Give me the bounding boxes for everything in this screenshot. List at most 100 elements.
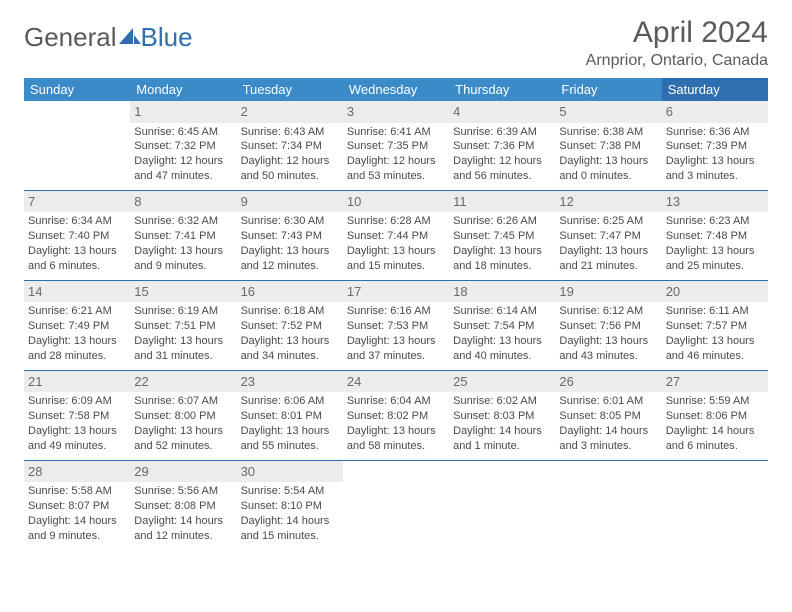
day-cell: 10Sunrise: 6:28 AMSunset: 7:44 PMDayligh… [343, 190, 449, 280]
day-cell: 25Sunrise: 6:02 AMSunset: 8:03 PMDayligh… [449, 370, 555, 460]
day-number: 14 [24, 281, 130, 303]
daylight-text: Daylight: 13 hours and 12 minutes. [241, 244, 339, 274]
day-cell: 2Sunrise: 6:43 AMSunset: 7:34 PMDaylight… [237, 101, 343, 190]
sunset-text: Sunset: 7:47 PM [559, 229, 657, 244]
week-row: 1Sunrise: 6:45 AMSunset: 7:32 PMDaylight… [24, 101, 768, 190]
logo-sail-icon [119, 22, 141, 53]
sunrise-text: Sunrise: 6:18 AM [241, 304, 339, 319]
daylight-text: Daylight: 12 hours and 56 minutes. [453, 154, 551, 184]
day-number: 24 [343, 371, 449, 393]
sunrise-text: Sunrise: 6:21 AM [28, 304, 126, 319]
day-cell: 22Sunrise: 6:07 AMSunset: 8:00 PMDayligh… [130, 370, 236, 460]
daylight-text: Daylight: 13 hours and 6 minutes. [28, 244, 126, 274]
daylight-text: Daylight: 13 hours and 15 minutes. [347, 244, 445, 274]
week-row: 21Sunrise: 6:09 AMSunset: 7:58 PMDayligh… [24, 370, 768, 460]
sunrise-text: Sunrise: 6:38 AM [559, 125, 657, 140]
daylight-text: Daylight: 13 hours and 46 minutes. [666, 334, 764, 364]
day-number: 21 [24, 371, 130, 393]
sunset-text: Sunset: 7:35 PM [347, 139, 445, 154]
dayheader-fri: Friday [555, 78, 661, 101]
sunset-text: Sunset: 8:06 PM [666, 409, 764, 424]
sunrise-text: Sunrise: 6:09 AM [28, 394, 126, 409]
daylight-text: Daylight: 13 hours and 40 minutes. [453, 334, 551, 364]
daylight-text: Daylight: 13 hours and 55 minutes. [241, 424, 339, 454]
sunset-text: Sunset: 7:44 PM [347, 229, 445, 244]
sunset-text: Sunset: 7:36 PM [453, 139, 551, 154]
day-cell: 7Sunrise: 6:34 AMSunset: 7:40 PMDaylight… [24, 190, 130, 280]
daylight-text: Daylight: 12 hours and 50 minutes. [241, 154, 339, 184]
day-number: 25 [449, 371, 555, 393]
location-label: Arnprior, Ontario, Canada [586, 52, 768, 70]
sunrise-text: Sunrise: 6:11 AM [666, 304, 764, 319]
day-number: 9 [237, 191, 343, 213]
sunset-text: Sunset: 7:41 PM [134, 229, 232, 244]
sunset-text: Sunset: 7:38 PM [559, 139, 657, 154]
sunset-text: Sunset: 8:00 PM [134, 409, 232, 424]
daylight-text: Daylight: 13 hours and 52 minutes. [134, 424, 232, 454]
day-cell: 21Sunrise: 6:09 AMSunset: 7:58 PMDayligh… [24, 370, 130, 460]
daylight-text: Daylight: 13 hours and 18 minutes. [453, 244, 551, 274]
sunrise-text: Sunrise: 5:58 AM [28, 484, 126, 499]
day-cell [662, 460, 768, 549]
day-number: 18 [449, 281, 555, 303]
day-number: 1 [130, 101, 236, 123]
day-number: 13 [662, 191, 768, 213]
sunrise-text: Sunrise: 6:36 AM [666, 125, 764, 140]
day-cell: 19Sunrise: 6:12 AMSunset: 7:56 PMDayligh… [555, 280, 661, 370]
day-number: 2 [237, 101, 343, 123]
daylight-text: Daylight: 14 hours and 9 minutes. [28, 514, 126, 544]
daylight-text: Daylight: 14 hours and 3 minutes. [559, 424, 657, 454]
sunrise-text: Sunrise: 6:39 AM [453, 125, 551, 140]
day-cell: 29Sunrise: 5:56 AMSunset: 8:08 PMDayligh… [130, 460, 236, 549]
day-cell: 20Sunrise: 6:11 AMSunset: 7:57 PMDayligh… [662, 280, 768, 370]
day-number: 29 [130, 461, 236, 483]
day-cell [449, 460, 555, 549]
daylight-text: Daylight: 13 hours and 37 minutes. [347, 334, 445, 364]
daylight-text: Daylight: 13 hours and 3 minutes. [666, 154, 764, 184]
day-cell: 6Sunrise: 6:36 AMSunset: 7:39 PMDaylight… [662, 101, 768, 190]
logo-word-blue: Blue [141, 22, 193, 53]
day-cell: 13Sunrise: 6:23 AMSunset: 7:48 PMDayligh… [662, 190, 768, 280]
daylight-text: Daylight: 13 hours and 28 minutes. [28, 334, 126, 364]
sunset-text: Sunset: 8:03 PM [453, 409, 551, 424]
day-number: 17 [343, 281, 449, 303]
sunset-text: Sunset: 7:48 PM [666, 229, 764, 244]
daylight-text: Daylight: 13 hours and 34 minutes. [241, 334, 339, 364]
sunrise-text: Sunrise: 6:25 AM [559, 214, 657, 229]
day-number: 22 [130, 371, 236, 393]
sunrise-text: Sunrise: 6:34 AM [28, 214, 126, 229]
logo: General Blue [24, 22, 193, 53]
daylight-text: Daylight: 14 hours and 15 minutes. [241, 514, 339, 544]
day-number: 15 [130, 281, 236, 303]
header: General Blue April 2024 Arnprior, Ontari… [24, 16, 768, 70]
week-row: 7Sunrise: 6:34 AMSunset: 7:40 PMDaylight… [24, 190, 768, 280]
day-number: 12 [555, 191, 661, 213]
day-cell: 17Sunrise: 6:16 AMSunset: 7:53 PMDayligh… [343, 280, 449, 370]
sunset-text: Sunset: 7:54 PM [453, 319, 551, 334]
day-cell: 1Sunrise: 6:45 AMSunset: 7:32 PMDaylight… [130, 101, 236, 190]
daylight-text: Daylight: 13 hours and 25 minutes. [666, 244, 764, 274]
sunrise-text: Sunrise: 5:56 AM [134, 484, 232, 499]
sunset-text: Sunset: 8:07 PM [28, 499, 126, 514]
day-cell: 8Sunrise: 6:32 AMSunset: 7:41 PMDaylight… [130, 190, 236, 280]
day-cell: 28Sunrise: 5:58 AMSunset: 8:07 PMDayligh… [24, 460, 130, 549]
day-cell [555, 460, 661, 549]
sunset-text: Sunset: 8:05 PM [559, 409, 657, 424]
daylight-text: Daylight: 14 hours and 12 minutes. [134, 514, 232, 544]
day-number: 6 [662, 101, 768, 123]
sunset-text: Sunset: 7:45 PM [453, 229, 551, 244]
daylight-text: Daylight: 13 hours and 0 minutes. [559, 154, 657, 184]
day-number: 4 [449, 101, 555, 123]
day-cell [24, 101, 130, 190]
sunset-text: Sunset: 7:57 PM [666, 319, 764, 334]
sunset-text: Sunset: 8:08 PM [134, 499, 232, 514]
daylight-text: Daylight: 13 hours and 31 minutes. [134, 334, 232, 364]
sunrise-text: Sunrise: 6:43 AM [241, 125, 339, 140]
day-cell: 11Sunrise: 6:26 AMSunset: 7:45 PMDayligh… [449, 190, 555, 280]
day-number: 3 [343, 101, 449, 123]
sunset-text: Sunset: 8:01 PM [241, 409, 339, 424]
day-cell: 14Sunrise: 6:21 AMSunset: 7:49 PMDayligh… [24, 280, 130, 370]
daylight-text: Daylight: 13 hours and 9 minutes. [134, 244, 232, 274]
day-cell [343, 460, 449, 549]
sunrise-text: Sunrise: 6:45 AM [134, 125, 232, 140]
